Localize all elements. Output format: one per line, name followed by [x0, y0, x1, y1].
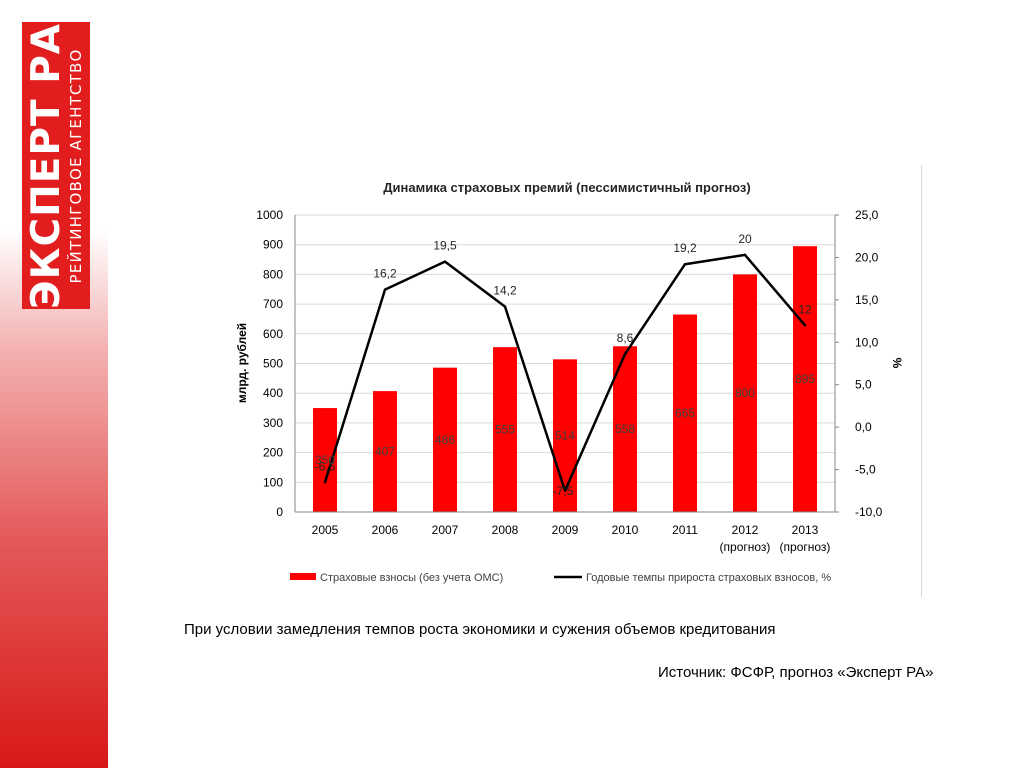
line-point [743, 253, 747, 257]
bar-value-label: 800 [735, 386, 755, 400]
x-tick-label: 2010 [612, 523, 639, 537]
y-axis-left-label: млрд. рублей [235, 323, 249, 403]
source-note: Источник: ФСФР, прогноз «Эксперт РА» [658, 664, 934, 681]
y-left-tick-label: 100 [263, 475, 283, 489]
logo-main-text: ЭКСПЕРТ РА [24, 22, 69, 309]
y-right-tick-label: 10,0 [855, 335, 879, 349]
line-value-label: 20 [738, 232, 752, 246]
y-right-tick-label: 25,0 [855, 208, 879, 222]
bar-value-label: 665 [675, 406, 695, 420]
x-tick-label: 2013 [792, 523, 819, 537]
x-tick-label: 2012 [732, 523, 759, 537]
x-tick-label: 2007 [432, 523, 459, 537]
line-point [503, 305, 507, 308]
line-point [803, 324, 807, 327]
y-left-tick-label: 900 [263, 238, 283, 252]
line-value-label: 8,6 [617, 331, 634, 345]
line-point [443, 260, 447, 263]
bar [433, 367, 457, 512]
x-tick-label: 2011 [672, 523, 698, 537]
x-tick-sublabel: (прогноз) [780, 540, 831, 554]
y-right-tick-label: -5,0 [855, 463, 876, 477]
bar-value-label: 486 [435, 433, 455, 447]
y-right-tick-label: -10,0 [855, 505, 883, 519]
x-tick-label: 2009 [552, 523, 579, 537]
line-point [323, 481, 327, 484]
line-value-label: 19,5 [433, 239, 457, 253]
line-value-label: 19,2 [673, 241, 697, 255]
line-value-label: 12 [798, 302, 812, 316]
bar-value-label: 407 [375, 445, 395, 459]
y-left-tick-label: 0 [276, 505, 283, 519]
y-right-tick-label: 15,0 [855, 293, 879, 307]
line-value-label: -7,5 [553, 484, 574, 498]
logo-sub-text: РЕЙТИНГОВОЕ АГЕНТСТВО [67, 48, 85, 283]
bar-value-label: 555 [495, 423, 515, 437]
x-tick-label: 2005 [312, 523, 339, 537]
bar [733, 274, 757, 512]
bar-value-label: 558 [615, 422, 635, 436]
bar [373, 391, 397, 512]
y-left-tick-label: 200 [263, 446, 283, 460]
x-tick-label: 2008 [492, 523, 519, 537]
line-value-label: 14,2 [493, 284, 517, 298]
bar-value-label: 895 [795, 372, 815, 386]
line-point [683, 263, 687, 266]
bar [793, 246, 817, 512]
y-left-tick-label: 1000 [256, 208, 283, 222]
bar [673, 314, 697, 512]
legend-line-label: Годовые темпы прироста страховых взносов… [586, 572, 831, 584]
y-left-tick-label: 500 [263, 357, 283, 371]
x-tick-label: 2006 [372, 523, 399, 537]
line-value-label: 16,2 [373, 267, 397, 281]
legend-bar-swatch [290, 573, 316, 580]
y-right-tick-label: 20,0 [855, 250, 879, 264]
bar [553, 359, 577, 512]
chart-title: Динамика страховых премий (пессимистичны… [383, 180, 750, 195]
y-left-tick-label: 300 [263, 416, 283, 430]
y-axis-right-label: % [890, 358, 904, 369]
insurance-premiums-chart: Динамика страховых премий (пессимистичны… [235, 180, 904, 584]
line-point [623, 352, 627, 356]
expert-ra-logo: ЭКСПЕРТ РА РЕЙТИНГОВОЕ АГЕНТСТВО [22, 22, 90, 309]
chart-divider [921, 165, 922, 597]
chart-caption: При условии замедления темпов роста экон… [184, 621, 776, 638]
y-left-tick-label: 800 [263, 267, 283, 281]
bar [493, 347, 517, 512]
line-value-label: -6,5 [315, 459, 336, 473]
y-left-tick-label: 700 [263, 297, 283, 311]
legend-bar-label: Страховые взносы (без учета ОМС) [320, 572, 503, 584]
y-right-tick-label: 0,0 [855, 420, 872, 434]
bar-value-label: 514 [555, 429, 575, 443]
bar-value-label: 350 [315, 453, 335, 467]
x-tick-sublabel: (прогноз) [720, 540, 771, 554]
y-right-tick-label: 5,0 [855, 378, 872, 392]
y-left-tick-label: 600 [263, 327, 283, 341]
line-point [383, 288, 387, 291]
line-point [563, 489, 567, 492]
y-left-tick-label: 400 [263, 386, 283, 400]
